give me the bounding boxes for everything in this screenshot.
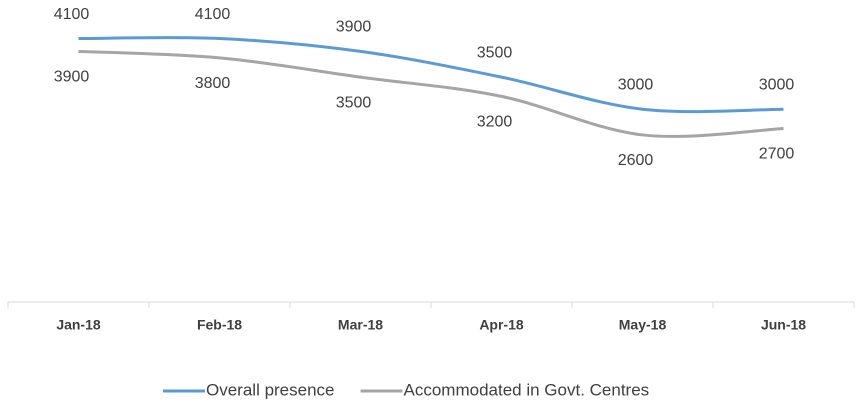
data-label: 3200 (477, 114, 513, 131)
legend-label: Overall presence (206, 380, 335, 399)
x-tick-label: Jan-18 (56, 317, 101, 333)
data-label: 2600 (618, 152, 654, 169)
data-label: 3500 (336, 94, 372, 111)
series-line (78, 49, 784, 138)
x-tick-label: Mar-18 (338, 317, 383, 333)
data-label: 4100 (54, 6, 90, 23)
data-label: 3500 (477, 44, 513, 61)
data-label: 3000 (618, 76, 654, 93)
data-label: 3900 (336, 19, 372, 36)
x-tick-label: Jun-18 (761, 317, 806, 333)
legend-label: Accommodated in Govt. Centres (404, 380, 650, 399)
data-label: 3900 (54, 69, 90, 86)
x-tick-label: Apr-18 (479, 317, 524, 333)
data-label: 3800 (195, 75, 231, 92)
series-line (78, 36, 784, 114)
data-label: 2700 (759, 146, 795, 163)
data-label: 3000 (759, 76, 795, 93)
x-tick-label: Feb-18 (197, 317, 242, 333)
data-label: 4100 (195, 6, 231, 23)
x-tick-label: May-18 (619, 317, 667, 333)
